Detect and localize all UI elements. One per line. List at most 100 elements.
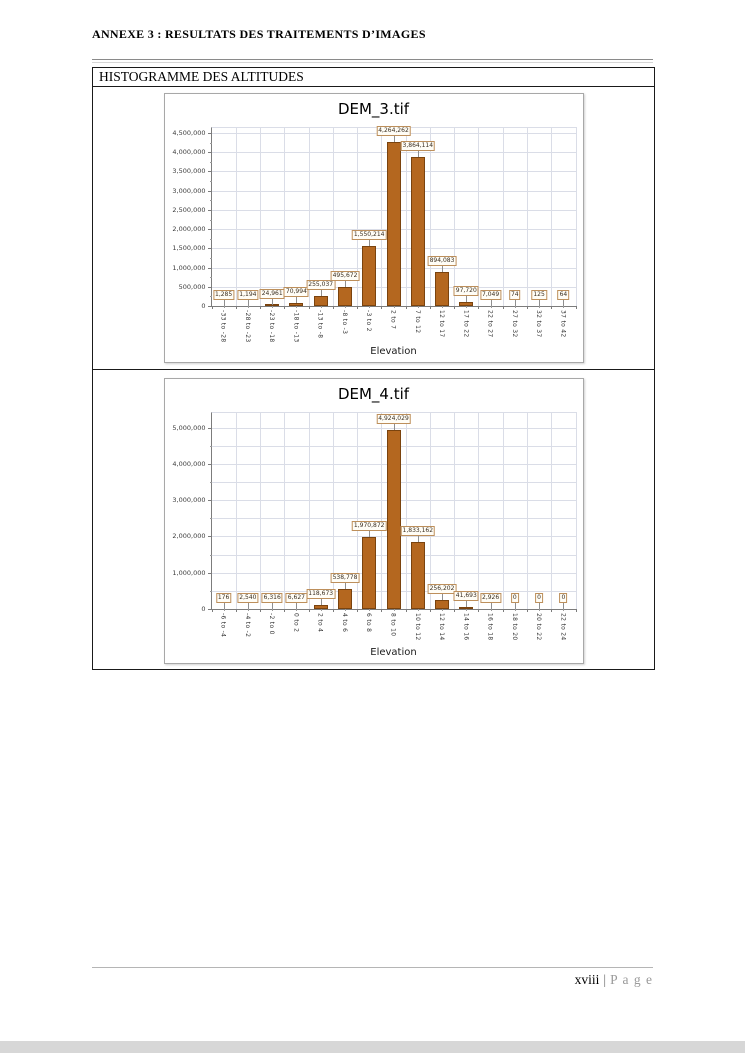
x-tick xyxy=(429,306,431,309)
bar-value-label: 255,037 xyxy=(306,280,336,290)
x-tick-label: 20 to 22 xyxy=(535,613,543,641)
y-tick-label: 1,000,000 xyxy=(172,568,206,577)
x-tick xyxy=(235,306,237,309)
bar-value-label: 1,194 xyxy=(237,290,259,300)
y-tick-label: 1,500,000 xyxy=(172,244,206,253)
x-tick-label: 12 to 14 xyxy=(438,613,445,641)
x-tick xyxy=(429,609,431,612)
bar-value-label: 6,627 xyxy=(285,593,307,603)
bar xyxy=(459,607,474,609)
y-tick-label: 2,000,000 xyxy=(172,225,206,234)
grid-line-vertical xyxy=(527,413,528,609)
bar xyxy=(435,600,449,609)
y-tick xyxy=(207,427,212,429)
y-tick-label: 3,000,000 xyxy=(172,496,206,505)
grid-line-vertical xyxy=(284,413,286,609)
x-tick xyxy=(381,306,383,309)
x-tick xyxy=(260,306,261,309)
y-tick-minor xyxy=(209,554,212,556)
x-tick xyxy=(527,609,528,612)
x-tick-minor xyxy=(320,609,322,611)
chart-dem3: DEM_3.tif 0 500,000 1,000,000 1,500,000 2,00… xyxy=(163,93,584,363)
y-tick-minor xyxy=(209,161,212,163)
x-tick xyxy=(575,306,577,309)
chart-title-dem3: DEM_3.tif xyxy=(337,100,410,118)
x-tick xyxy=(357,609,359,612)
x-tick xyxy=(454,609,456,612)
x-tick xyxy=(308,609,310,612)
x-tick-label: 6 to 8 xyxy=(365,613,373,633)
y-tick-label: 4,000,000 xyxy=(172,459,206,468)
x-tick-label: -13 to -8 xyxy=(316,310,324,339)
y-tick xyxy=(207,463,212,465)
x-tick-minor xyxy=(272,609,274,611)
x-tick-minor xyxy=(442,306,443,308)
grid-line-vertical xyxy=(502,128,504,306)
bar-value-label: 538,778 xyxy=(330,573,360,583)
bar-label-connector xyxy=(466,296,468,302)
x-tick-minor xyxy=(417,306,419,308)
x-tick-label: -4 to -2 xyxy=(243,613,251,638)
grid-line-vertical xyxy=(260,413,261,609)
y-tick-minor xyxy=(209,296,212,298)
bar-value-label: 6,316 xyxy=(261,593,283,603)
y-tick xyxy=(207,133,212,134)
x-tick-label: 32 to 37 xyxy=(535,310,543,338)
grid-line-vertical xyxy=(454,128,456,306)
grid-line-vertical xyxy=(357,128,359,306)
y-tick-label: 3,000,000 xyxy=(172,186,206,195)
x-tick-label: -3 to 2 xyxy=(365,310,373,332)
bar xyxy=(313,296,328,306)
bar-label-connector xyxy=(442,266,443,272)
bar-value-label: 1,550,214 xyxy=(351,230,387,240)
x-tick xyxy=(551,306,553,309)
y-tick-label: 2,000,000 xyxy=(172,532,206,541)
y-tick-minor xyxy=(209,181,212,183)
x-tick-minor xyxy=(490,306,492,308)
x-tick-label: 16 to 18 xyxy=(486,613,494,641)
x-tick-minor xyxy=(393,306,395,308)
y-tick-label: 0 xyxy=(201,605,206,613)
x-tick xyxy=(381,609,383,612)
bar-value-label: 3,864,114 xyxy=(400,141,436,151)
x-tick-label: 10 to 12 xyxy=(413,613,421,641)
bar xyxy=(410,542,425,609)
bar-value-label: 97,720 xyxy=(453,286,479,296)
y-tick xyxy=(207,286,212,288)
grid-line-vertical xyxy=(260,128,261,306)
x-tick-label: 37 to 42 xyxy=(559,310,567,338)
bar-value-label: 74 xyxy=(508,290,521,300)
bar-label-connector xyxy=(490,300,492,306)
grid-line-vertical xyxy=(357,413,359,609)
bar-label-connector xyxy=(393,136,395,142)
annex-header: ANNEXE 3 : RESULTATS DES TRAITEMENTS D’I… xyxy=(92,27,426,41)
x-tick-minor xyxy=(223,609,225,611)
x-tick xyxy=(332,306,334,309)
y-tick-minor xyxy=(209,238,212,240)
bar-label-connector xyxy=(247,603,249,609)
bar-label-connector xyxy=(296,297,298,303)
bar-label-connector xyxy=(369,531,371,537)
x-tick-label: 12 to 17 xyxy=(438,310,445,338)
bar xyxy=(338,287,352,306)
bar-label-connector xyxy=(514,603,516,609)
grid-line-vertical xyxy=(284,128,286,306)
bar xyxy=(459,302,474,306)
bar-value-label: 125 xyxy=(531,290,547,300)
grid-line-vertical xyxy=(405,413,407,609)
y-tick-minor xyxy=(209,482,212,483)
bar-value-label: 64 xyxy=(557,290,570,300)
x-tick-minor xyxy=(563,306,565,308)
x-tick-minor xyxy=(223,306,225,308)
x-tick-label: 22 to 24 xyxy=(559,613,567,641)
x-tick xyxy=(478,609,480,612)
y-tick xyxy=(207,248,212,250)
x-tick-label: -23 to -18 xyxy=(268,310,276,343)
y-tick-label: 500,000 xyxy=(178,282,206,291)
chart-title-dem4: DEM_4.tif xyxy=(337,385,410,403)
bar-value-label: 70,994 xyxy=(283,287,309,297)
x-tick xyxy=(575,609,577,612)
x-tick-label: 22 to 27 xyxy=(486,310,494,338)
grid-line-vertical xyxy=(454,413,456,609)
x-tick-minor xyxy=(563,609,565,611)
